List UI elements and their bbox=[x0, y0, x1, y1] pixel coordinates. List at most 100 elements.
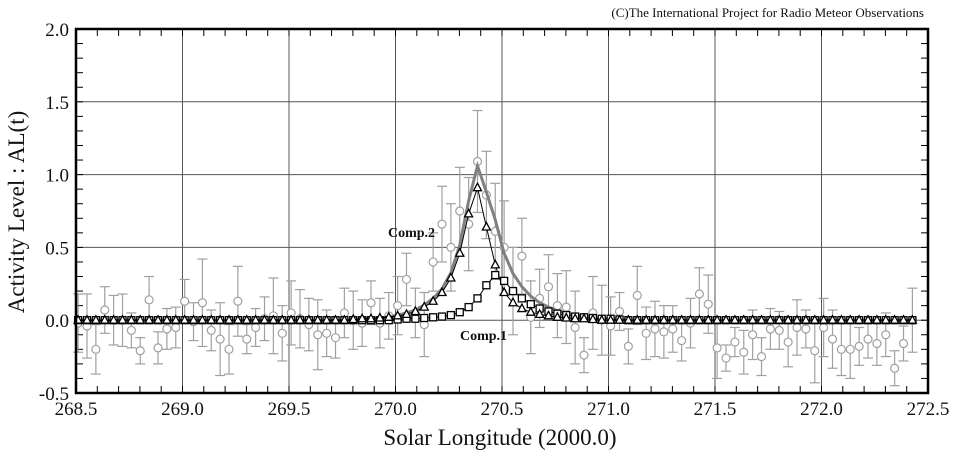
observed-point bbox=[561, 302, 571, 312]
observed-point bbox=[854, 341, 864, 352]
comp2-marker bbox=[667, 314, 678, 324]
observed-point bbox=[845, 344, 855, 354]
comp1-marker bbox=[473, 294, 482, 303]
comp2-marker bbox=[676, 314, 687, 324]
comp2-marker bbox=[800, 314, 811, 324]
comp2-marker bbox=[578, 312, 590, 323]
x-tick-label: 268.5 bbox=[55, 399, 98, 420]
observed-point bbox=[455, 206, 465, 216]
y-tick-label: 0.5 bbox=[45, 238, 69, 259]
comp2-marker bbox=[516, 302, 527, 313]
observed-point bbox=[437, 219, 447, 229]
observed-point bbox=[251, 322, 261, 333]
comp2-label: Comp.2 bbox=[388, 226, 435, 241]
observed-point bbox=[144, 295, 154, 305]
comp2-marker bbox=[694, 314, 705, 324]
comp2-marker bbox=[232, 314, 243, 324]
observed-point bbox=[171, 322, 181, 333]
observed-point bbox=[774, 325, 784, 335]
x-tick-label: 270.0 bbox=[374, 399, 417, 420]
x-tick-label: 270.5 bbox=[481, 399, 524, 420]
comp2-marker bbox=[348, 313, 359, 324]
plot-frame bbox=[74, 27, 930, 395]
comp2-marker bbox=[365, 312, 377, 323]
comp2-marker bbox=[108, 314, 119, 324]
comp2-marker bbox=[490, 258, 501, 269]
comp2-marker bbox=[596, 314, 607, 324]
observed-point bbox=[242, 334, 252, 344]
comp2-marker bbox=[809, 314, 820, 324]
observed-point bbox=[446, 242, 456, 252]
observed-point bbox=[650, 324, 660, 334]
comp2-marker bbox=[791, 314, 803, 324]
comp1-marker bbox=[428, 313, 438, 322]
comp1-marker bbox=[455, 308, 464, 317]
observed-point bbox=[694, 289, 704, 299]
observed-point bbox=[277, 328, 287, 338]
comp2-marker bbox=[170, 314, 181, 324]
comp2-marker bbox=[259, 314, 270, 324]
observed-point bbox=[135, 346, 145, 356]
observed-point bbox=[881, 330, 891, 340]
comp2-marker bbox=[135, 314, 146, 324]
observed-point bbox=[322, 328, 332, 338]
comp2-marker bbox=[756, 314, 767, 324]
comp2-marker bbox=[729, 314, 740, 324]
comp2-marker bbox=[428, 295, 439, 305]
comp1-marker bbox=[464, 302, 473, 312]
comp2-marker bbox=[703, 314, 714, 324]
observed-point bbox=[703, 299, 713, 309]
comp2-marker bbox=[632, 314, 643, 324]
observed-point bbox=[783, 337, 793, 347]
comp1-marker bbox=[482, 281, 491, 290]
comp2-marker bbox=[747, 314, 758, 324]
comp2-marker bbox=[765, 314, 776, 324]
observed-point bbox=[393, 301, 403, 311]
y-tick-labels: -0.5 0.0 0.5 1.0 1.5 2.0 bbox=[39, 20, 69, 405]
comp2-marker bbox=[357, 312, 368, 323]
comp2-marker bbox=[436, 286, 448, 297]
observed-point bbox=[401, 274, 412, 285]
comp1-marker bbox=[517, 294, 527, 303]
comp2-marker bbox=[99, 314, 110, 324]
comp2-marker bbox=[392, 309, 403, 320]
x-tick-label: 272.0 bbox=[800, 399, 843, 420]
comp1-marker bbox=[491, 270, 500, 280]
observed-point bbox=[810, 346, 820, 356]
x-axis-label: Solar Longitude (2000.0) bbox=[383, 425, 616, 450]
observed-point bbox=[162, 324, 172, 334]
comp1-marker bbox=[499, 276, 509, 286]
comp2-marker bbox=[179, 314, 190, 324]
observed-point bbox=[659, 327, 669, 337]
comp2-marker bbox=[286, 314, 297, 324]
x-tick-label: 271.5 bbox=[694, 399, 737, 420]
comp1-marker bbox=[420, 313, 429, 323]
observed-point bbox=[890, 363, 900, 373]
comp2-marker bbox=[339, 314, 350, 324]
comp2-marker bbox=[241, 314, 252, 324]
x-tick-label: 272.5 bbox=[907, 399, 950, 420]
comp2-marker bbox=[161, 314, 172, 324]
comp2-marker bbox=[658, 314, 669, 324]
observed-point bbox=[224, 344, 234, 354]
observed-point bbox=[215, 334, 225, 344]
observed-point bbox=[801, 324, 811, 334]
observed-point bbox=[330, 333, 341, 343]
observed-point bbox=[428, 257, 438, 267]
comp2-marker bbox=[836, 314, 847, 324]
x-tick-label: 269.0 bbox=[161, 399, 204, 420]
comp2-marker bbox=[215, 314, 226, 324]
comp2-marker bbox=[561, 312, 572, 322]
observed-point bbox=[517, 251, 527, 261]
observed-point bbox=[836, 344, 846, 354]
observed-point bbox=[313, 330, 323, 340]
y-tick-label: 1.0 bbox=[45, 166, 69, 187]
observed-point bbox=[721, 353, 731, 363]
comp2-marker bbox=[268, 314, 279, 324]
comp2-marker bbox=[854, 314, 865, 324]
y-tick-label: 1.5 bbox=[45, 93, 69, 114]
observed-point bbox=[579, 350, 589, 360]
comp2-marker bbox=[543, 309, 554, 320]
comp2-marker bbox=[312, 314, 323, 324]
